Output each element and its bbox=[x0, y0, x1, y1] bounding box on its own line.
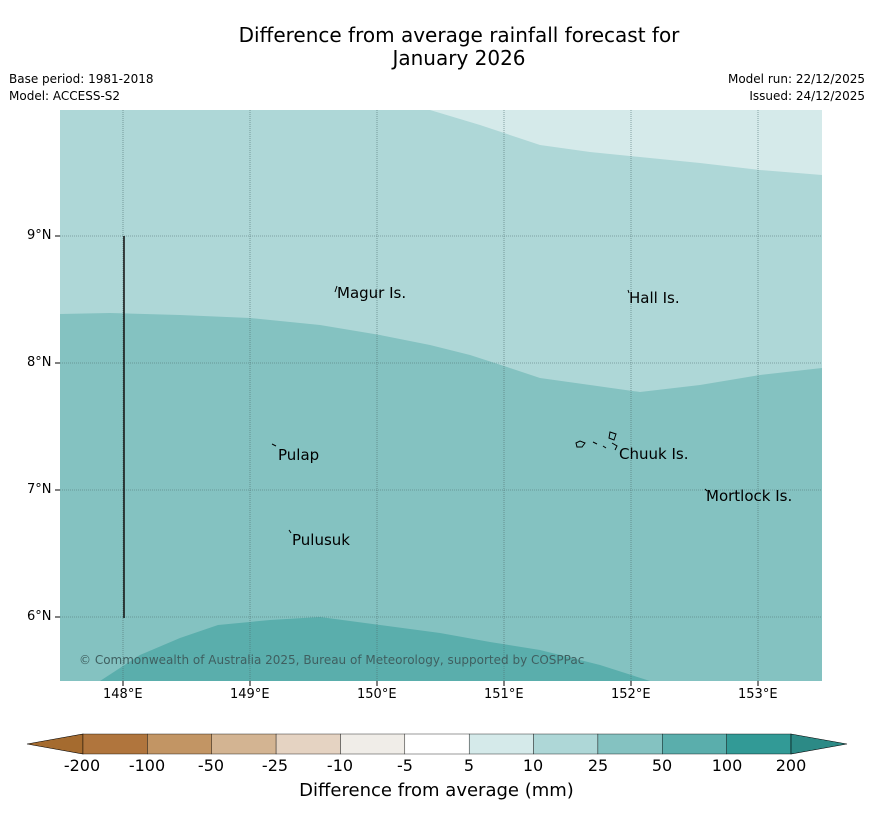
colorbar-label: -200 bbox=[63, 756, 101, 775]
band-50-100 bbox=[100, 617, 650, 681]
colorbar-label: 5 bbox=[463, 756, 475, 775]
colorbar-extend-low bbox=[26, 733, 84, 755]
lat-label-7n: 7°N bbox=[27, 482, 52, 497]
place-hall-is: Hall Is. bbox=[629, 289, 680, 307]
copyright-notice: © Commonwealth of Australia 2025, Bureau… bbox=[79, 653, 585, 667]
colorbar-swatch bbox=[340, 733, 406, 755]
colorbar-swatch bbox=[597, 733, 663, 755]
colorbar-swatch bbox=[82, 733, 148, 755]
colorbar-swatch bbox=[468, 733, 534, 755]
lon-label-153: 153°E bbox=[738, 687, 778, 702]
colorbar-swatch bbox=[211, 733, 277, 755]
colorbar-label: -100 bbox=[128, 756, 166, 775]
band-5-10 bbox=[430, 110, 822, 175]
lon-label-150: 150°E bbox=[357, 687, 397, 702]
colorbar-label: -50 bbox=[197, 756, 225, 775]
colorbar-extend-high bbox=[790, 733, 848, 755]
colorbar-label: -10 bbox=[326, 756, 354, 775]
lat-label-9n: 9°N bbox=[27, 228, 52, 243]
colorbar-title: Difference from average (mm) bbox=[299, 780, 574, 801]
band-10-25 bbox=[60, 110, 822, 392]
colorbar-label: 100 bbox=[711, 756, 743, 775]
colorbar-label: -25 bbox=[261, 756, 289, 775]
lon-label-149: 149°E bbox=[230, 687, 270, 702]
lon-label-152: 152°E bbox=[611, 687, 651, 702]
base-period: Base period: 1981-2018 bbox=[9, 72, 154, 86]
island-outlines bbox=[271, 285, 708, 534]
colorbar-label: 200 bbox=[775, 756, 807, 775]
colorbar-swatch bbox=[726, 733, 792, 755]
colorbar-swatch bbox=[662, 733, 727, 755]
colorbar-swatch bbox=[404, 733, 470, 755]
lon-label-148: 148°E bbox=[103, 687, 143, 702]
colorbar-label: 25 bbox=[587, 756, 609, 775]
colorbar-swatch bbox=[147, 733, 212, 755]
place-pulusuk: Pulusuk bbox=[292, 531, 350, 549]
lat-label-8n: 8°N bbox=[27, 355, 52, 370]
colorbar-swatch bbox=[533, 733, 599, 755]
lon-label-151: 151°E bbox=[484, 687, 524, 702]
tick-marks bbox=[55, 235, 759, 686]
place-pulap: Pulap bbox=[278, 446, 320, 464]
chart-title-line2: January 2026 bbox=[392, 46, 526, 70]
colorbar-label: -5 bbox=[397, 756, 413, 775]
place-magur-is: Magur Is. bbox=[337, 284, 407, 302]
colorbar-swatch bbox=[275, 733, 341, 755]
model-name: Model: ACCESS-S2 bbox=[9, 89, 121, 103]
place-mortlock-is: Mortlock Is. bbox=[706, 487, 793, 505]
colorbar-label: 10 bbox=[522, 756, 544, 775]
model-run: Model run: 22/12/2025 bbox=[727, 72, 865, 86]
colorbar bbox=[26, 733, 848, 755]
graticule bbox=[60, 110, 822, 681]
lat-label-6n: 6°N bbox=[27, 609, 52, 624]
chart-title-line1: Difference from average rainfall forecas… bbox=[238, 23, 680, 47]
issued-date: Issued: 24/12/2025 bbox=[749, 89, 865, 103]
colorbar-label: 50 bbox=[651, 756, 673, 775]
place-chuuk-is: Chuuk Is. bbox=[619, 445, 689, 463]
